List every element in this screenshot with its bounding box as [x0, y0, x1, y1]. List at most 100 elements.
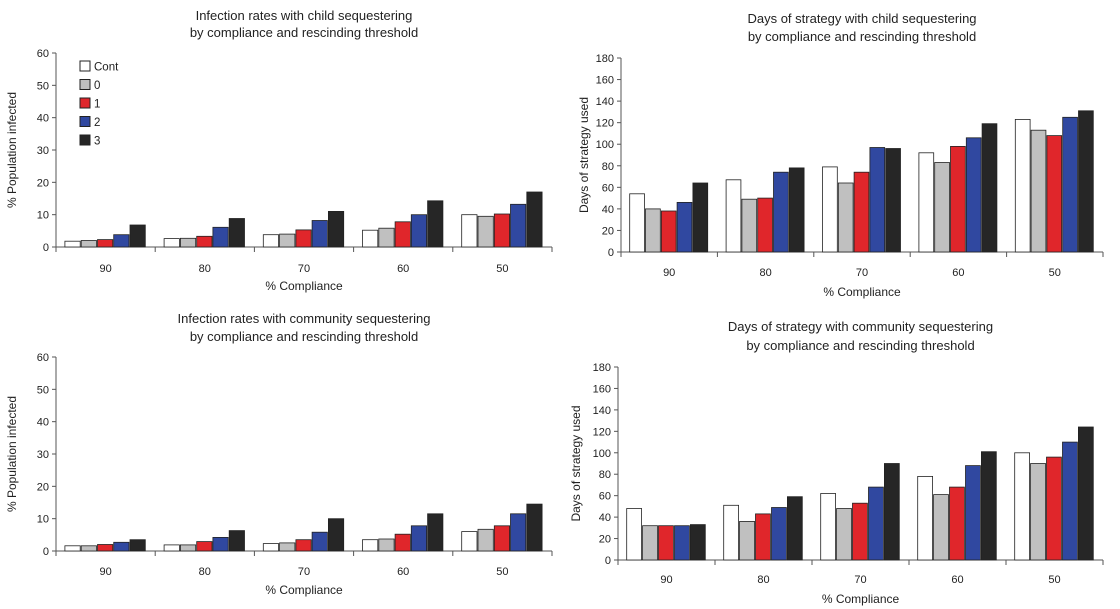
y-tick-label: 60 — [602, 182, 614, 194]
bar-0-70 — [837, 182, 854, 253]
bar-1-70 — [852, 502, 868, 561]
bar-1-90 — [658, 525, 674, 561]
bar-cont-50 — [461, 214, 478, 248]
bar-0-80 — [179, 544, 197, 552]
bar-cont-60 — [362, 539, 379, 552]
bar-3-90 — [690, 524, 706, 561]
x-tick-label: 60 — [397, 566, 409, 578]
y-tick-label: 20 — [37, 177, 49, 189]
y-tick-label: 180 — [596, 53, 614, 65]
bar-cont-50 — [1014, 452, 1031, 561]
y-tick-label: 40 — [37, 417, 49, 429]
bar-0-90 — [642, 525, 658, 561]
bar-cont-80 — [163, 544, 180, 552]
bar-2-60 — [965, 137, 982, 253]
y-axis-label: % Population infected — [5, 92, 19, 208]
bar-cont-90 — [629, 193, 645, 253]
bar-2-50 — [1062, 441, 1078, 561]
bar-0-60 — [933, 494, 949, 561]
bar-2-70 — [869, 147, 886, 253]
bar-2-80 — [771, 507, 787, 561]
bar-3-50 — [1078, 426, 1094, 561]
bar-3-50 — [1078, 110, 1094, 253]
bar-3-90 — [129, 224, 146, 248]
y-tick-label: 40 — [599, 512, 611, 524]
chart-subtitle: by compliance and rescinding threshold — [190, 25, 418, 40]
bar-2-70 — [311, 220, 328, 248]
y-tick-label: 180 — [593, 362, 611, 374]
x-axis-label: % Compliance — [823, 285, 901, 299]
y-tick-label: 20 — [602, 225, 614, 237]
chart-subtitle: by compliance and rescinding threshold — [746, 338, 974, 353]
bar-1-50 — [493, 213, 510, 248]
y-tick-label: 0 — [43, 546, 49, 558]
y-tick-label: 160 — [593, 383, 611, 395]
y-tick-label: 100 — [593, 448, 611, 460]
x-tick-label: 50 — [496, 566, 508, 578]
bar-1-70 — [853, 171, 870, 253]
x-tick-label: 50 — [496, 263, 508, 275]
x-tick-label: 70 — [854, 574, 866, 586]
y-tick-label: 40 — [37, 113, 49, 125]
bar-0-70 — [836, 508, 852, 561]
chart-title: Days of strategy with child sequestering — [747, 11, 976, 26]
bar-cont-70 — [262, 234, 279, 248]
legend-label-0: 0 — [94, 80, 100, 92]
bar-3-80 — [788, 167, 805, 253]
bar-cont-60 — [362, 229, 379, 248]
bar-1-90 — [97, 239, 114, 248]
y-tick-label: 60 — [37, 352, 49, 364]
x-tick-label: 70 — [298, 263, 310, 275]
y-tick-label: 40 — [602, 204, 614, 216]
y-tick-label: 100 — [596, 139, 614, 151]
chart-panel-3: Infection rates with community sequester… — [5, 311, 553, 597]
legend: Cont 0 1 2 3 — [79, 60, 119, 148]
x-axis-label: % Compliance — [822, 592, 900, 606]
y-tick-label: 20 — [599, 534, 611, 546]
bar-3-80 — [228, 530, 245, 552]
x-tick-label: 90 — [660, 574, 672, 586]
x-tick-label: 50 — [1049, 267, 1061, 279]
bar-2-90 — [113, 541, 130, 552]
bar-1-90 — [97, 544, 114, 552]
x-tick-label: 90 — [99, 263, 111, 275]
bar-0-70 — [279, 542, 296, 552]
bar-3-60 — [981, 123, 998, 253]
y-tick-label: 10 — [37, 210, 49, 222]
chart-subtitle: by compliance and rescinding threshold — [748, 29, 976, 44]
bar-0-50 — [477, 215, 494, 248]
bar-3-60 — [981, 451, 997, 561]
bar-0-50 — [477, 528, 494, 552]
bar-0-90 — [80, 240, 97, 248]
bar-2-90 — [113, 234, 130, 248]
y-tick-label: 140 — [593, 405, 611, 417]
bar-0-90 — [80, 545, 97, 552]
bar-cont-50 — [1014, 119, 1031, 253]
bar-3-60 — [427, 200, 444, 248]
bar-3-70 — [327, 210, 345, 248]
bar-3-70 — [327, 518, 345, 552]
x-tick-label: 60 — [951, 574, 963, 586]
x-tick-label: 90 — [663, 267, 675, 279]
y-tick-label: 50 — [37, 384, 49, 396]
bar-1-50 — [493, 525, 510, 552]
bar-1-70 — [295, 539, 312, 552]
bar-1-60 — [394, 221, 411, 248]
bar-0-80 — [739, 521, 755, 561]
chart-title: Infection rates with child sequestering — [196, 8, 413, 23]
bar-cont-60 — [918, 152, 935, 253]
bar-1-80 — [196, 541, 213, 552]
bar-1-80 — [196, 235, 213, 248]
y-tick-label: 120 — [593, 426, 611, 438]
bar-2-50 — [510, 513, 527, 552]
bar-cont-70 — [820, 493, 837, 561]
bar-3-80 — [787, 496, 803, 561]
y-tick-label: 10 — [37, 514, 49, 526]
x-tick-label: 90 — [99, 566, 111, 578]
bar-0-90 — [645, 208, 661, 253]
x-tick-label: 70 — [298, 566, 310, 578]
y-tick-label: 20 — [37, 481, 49, 493]
legend-swatch-2 — [79, 116, 91, 127]
x-axis-label: % Compliance — [265, 583, 343, 597]
